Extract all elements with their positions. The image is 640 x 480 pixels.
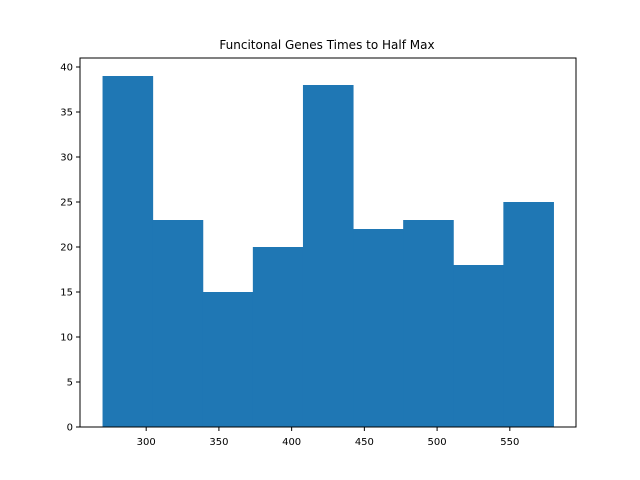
x-tick-label: 300	[137, 437, 156, 448]
chart-title: Funcitonal Genes Times to Half Max	[219, 38, 434, 52]
x-tick-label: 550	[500, 437, 519, 448]
histogram-bar	[453, 265, 504, 427]
histogram-bar	[403, 220, 454, 427]
y-tick-label: 35	[60, 108, 73, 119]
bars-group	[102, 76, 554, 427]
x-tick-label: 350	[209, 437, 228, 448]
histogram-bar	[202, 292, 254, 427]
histogram-bar	[302, 85, 354, 427]
y-tick-label: 40	[60, 63, 73, 74]
y-axis: 0 5 10 15 20 25 30 35 40	[60, 63, 80, 434]
y-tick-label: 25	[60, 198, 73, 209]
y-tick-label: 0	[67, 423, 73, 434]
x-tick-label: 450	[355, 437, 374, 448]
histogram-bar	[152, 220, 204, 427]
y-tick-label: 20	[60, 243, 73, 254]
y-tick-label: 15	[60, 288, 73, 299]
histogram-bar	[503, 202, 554, 427]
plot-frame	[79, 57, 577, 428]
x-tick-label: 500	[428, 437, 447, 448]
histogram-bar	[102, 76, 154, 427]
histogram-bar	[252, 247, 304, 427]
histogram-bar	[353, 229, 404, 427]
x-tick-label: 400	[282, 437, 301, 448]
y-tick-label: 10	[60, 333, 73, 344]
y-tick-label: 5	[67, 378, 73, 389]
y-tick-label: 30	[60, 153, 73, 164]
x-axis: 300 350 400 450 500 550	[137, 427, 519, 448]
